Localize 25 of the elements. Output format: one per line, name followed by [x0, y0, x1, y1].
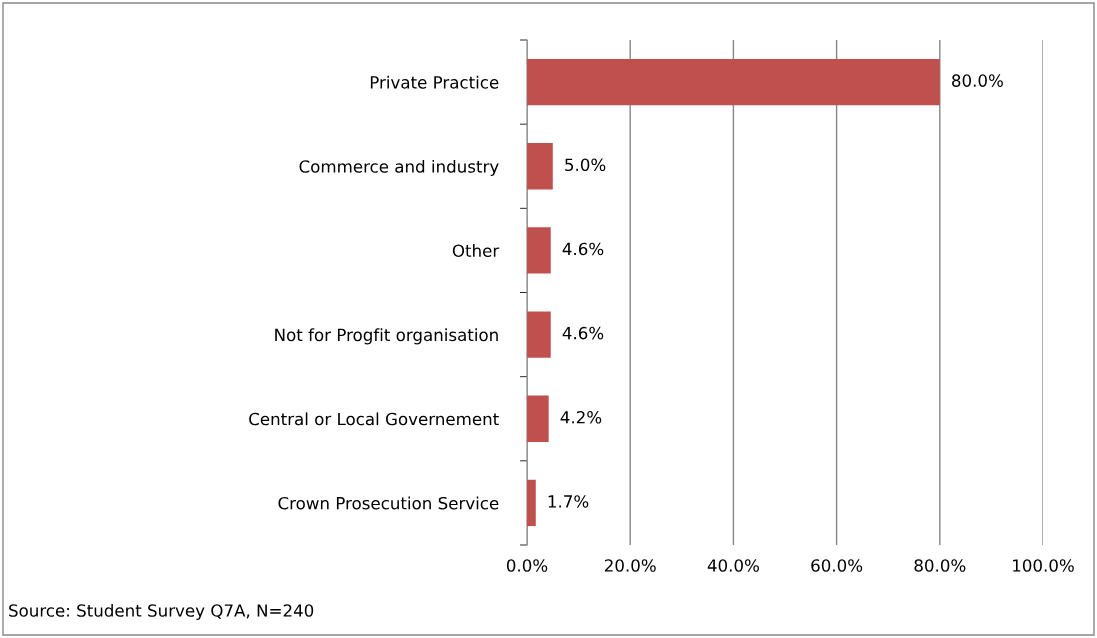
data-label: 4.6% — [562, 242, 604, 256]
data-label: 4.2% — [560, 410, 602, 424]
bar — [527, 395, 549, 442]
x-tick-label: 60.0% — [811, 559, 863, 572]
bar — [527, 479, 536, 527]
y-tick-label: Central or Local Governement — [249, 412, 499, 426]
bar — [527, 143, 553, 190]
data-label: 1.7% — [548, 495, 589, 508]
y-tick-label: Other — [452, 244, 500, 257]
bar — [527, 227, 551, 274]
x-tick-label: 80.0% — [914, 559, 966, 572]
data-label: 5.0% — [565, 158, 606, 172]
x-tick-label: 40.0% — [707, 559, 759, 572]
y-tick-label: Not for Progfit organisation — [275, 328, 498, 345]
y-tick-label: Private Practice — [370, 75, 499, 89]
bar — [527, 58, 940, 106]
y-tick-label: Crown Prosecution Service — [278, 496, 499, 510]
y-tick-label: Commerce and industry — [299, 159, 499, 177]
source-note: Source: Student Survey Q7A, N=240 — [9, 603, 314, 621]
bar — [527, 311, 551, 358]
x-tick-label: 100.0% — [1013, 559, 1074, 572]
data-label: 80.0% — [952, 74, 1003, 87]
x-tick-label: 20.0% — [604, 559, 656, 572]
x-tick-label: 0.0% — [506, 559, 548, 572]
data-label: 4.6% — [562, 326, 604, 340]
